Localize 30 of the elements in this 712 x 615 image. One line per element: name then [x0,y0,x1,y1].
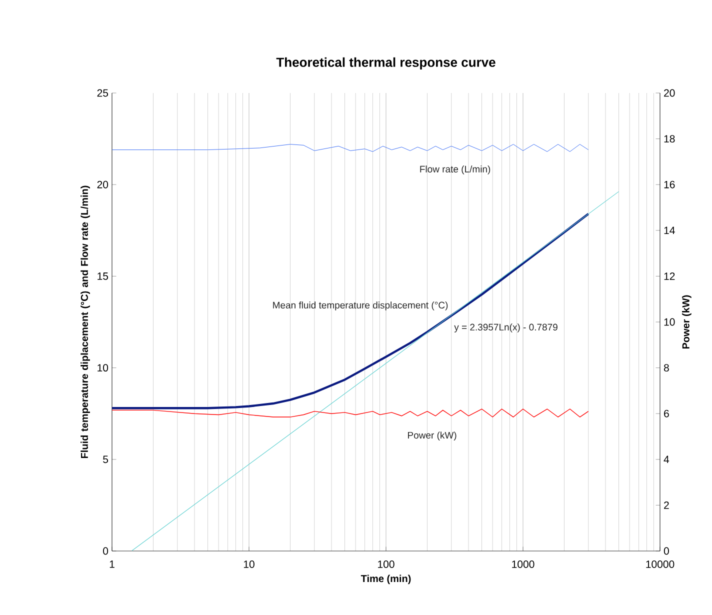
x-tick-label: 10000 [646,560,674,568]
y-tick-label: 15 [98,272,108,280]
y2-tick-label: 6 [664,410,669,418]
y-tick-label: 10 [98,364,108,372]
x-tick-label: 10 [244,560,254,568]
y2-tick-label: 18 [664,135,675,143]
y-axis-title: Fluid temperature diplacement (°C) and Flow rate (L/min) [80,186,90,458]
y2-tick-label: 4 [664,456,670,464]
series-label: Flow rate (L/min) [420,166,490,174]
x-tick-label: 100 [378,560,394,568]
y2-tick-label: 16 [664,180,675,188]
x-tick-label: 1000 [512,560,534,568]
chart-title: Theoretical thermal response curve [276,57,496,70]
y2-tick-label: 20 [664,89,675,97]
y2-tick-label: 0 [664,547,669,555]
series-label: Power (kW) [408,432,456,440]
y2-tick-label: 14 [664,226,675,234]
y-tick-label: 20 [97,180,108,188]
y-tick-label: 5 [103,456,108,464]
series-label: Mean fluid temperature displacement (°C) [273,302,448,310]
y2-axis-title: Power (kW) [682,295,692,349]
y-tick-label: 25 [97,89,108,97]
y2-tick-label: 10 [664,318,675,326]
x-tick-label: 1 [110,560,114,568]
y2-tick-label: 2 [664,502,669,509]
series-label: y = 2.3957Ln(x) - 0.7879 [454,324,558,332]
x-axis-title: Time (min) [360,574,411,584]
y-tick-label: 0 [103,547,108,555]
y2-tick-label: 8 [664,364,669,372]
y2-tick-label: 12 [664,272,675,280]
